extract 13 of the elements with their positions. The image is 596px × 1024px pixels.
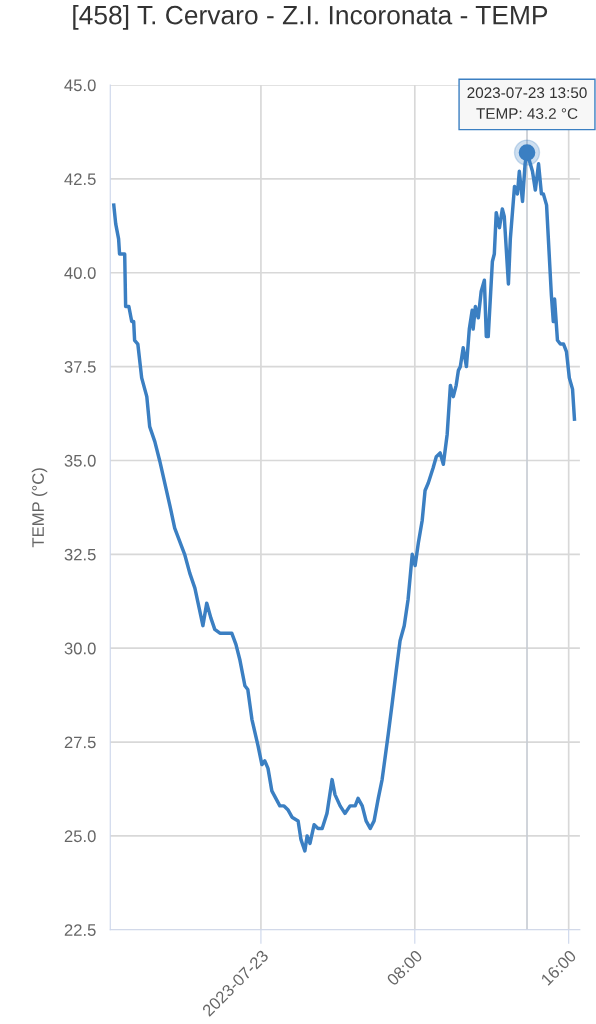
y-tick-label: 27.5 <box>64 736 96 749</box>
y-tick-label: 42.5 <box>64 173 96 186</box>
y-tick-label: 37.5 <box>64 360 96 373</box>
y-tick-label: 22.5 <box>64 924 96 936</box>
y-tick-label: 35.0 <box>64 454 96 467</box>
y-axis-title: TEMP (°C) <box>31 468 48 548</box>
y-tick-label: 40.0 <box>64 267 96 279</box>
y-tick-label: 32.5 <box>64 548 96 561</box>
y-tick-label: 25.0 <box>64 830 96 843</box>
chart-title: [458] T. Cervaro - Z.I. Incoronata - TEMP <box>73 5 548 30</box>
annotation: 2023-07-23 13:50 TEMP: 43.2 °C <box>467 87 587 119</box>
y-tick-label: 45.0 <box>64 79 96 92</box>
y-tick-label: 30.0 <box>64 642 96 655</box>
